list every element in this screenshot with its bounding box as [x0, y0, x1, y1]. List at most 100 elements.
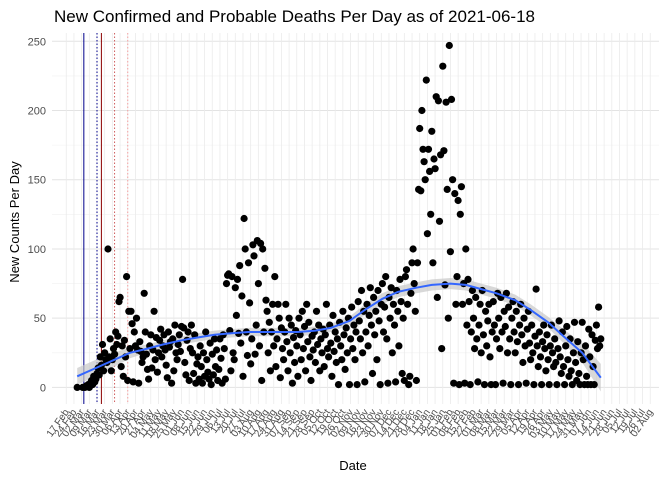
data-point — [321, 331, 329, 339]
data-point — [270, 342, 278, 350]
data-point — [590, 381, 598, 389]
data-point — [113, 340, 121, 349]
data-point — [120, 336, 128, 344]
data-point — [386, 314, 394, 322]
data-point — [516, 321, 524, 329]
data-point — [283, 338, 291, 346]
data-point — [280, 356, 288, 364]
data-point — [370, 293, 378, 301]
data-point — [389, 300, 397, 308]
data-point — [248, 335, 256, 343]
data-point — [328, 372, 336, 380]
data-point — [278, 345, 287, 353]
data-point — [128, 320, 136, 328]
data-point — [217, 354, 225, 362]
x-axis-title: Date — [339, 458, 366, 473]
data-point — [505, 303, 513, 311]
data-point — [520, 314, 528, 322]
data-point — [239, 372, 247, 380]
data-point — [266, 367, 274, 375]
data-point — [404, 300, 412, 308]
data-point — [535, 328, 544, 336]
data-point — [244, 259, 253, 267]
data-point — [597, 335, 605, 343]
data-point — [114, 332, 122, 340]
data-point — [130, 328, 138, 336]
data-point — [434, 97, 442, 105]
data-point — [339, 307, 347, 315]
data-point — [330, 347, 338, 355]
data-point — [474, 378, 482, 386]
data-point — [539, 338, 547, 346]
data-point — [551, 335, 559, 343]
data-point — [367, 321, 375, 329]
data-point — [185, 376, 193, 385]
data-point — [503, 349, 512, 357]
data-point — [345, 381, 354, 389]
data-point — [320, 363, 328, 371]
data-point — [556, 353, 564, 361]
data-point — [416, 124, 424, 133]
data-point — [496, 345, 504, 353]
data-point — [207, 381, 215, 389]
data-point — [427, 210, 435, 218]
data-point — [383, 335, 391, 343]
data-point — [255, 342, 264, 350]
data-point — [513, 338, 522, 346]
y-tick-label: 0 — [40, 382, 46, 394]
data-point — [329, 311, 337, 319]
data-point — [153, 368, 161, 376]
data-point — [312, 307, 321, 315]
data-point — [581, 342, 590, 350]
data-point — [569, 349, 578, 357]
data-point — [518, 331, 526, 339]
data-point — [440, 147, 448, 155]
data-point — [191, 331, 199, 339]
data-point — [237, 339, 245, 347]
data-point — [327, 339, 335, 347]
data-point — [392, 378, 400, 386]
data-point — [420, 158, 428, 166]
data-point — [421, 176, 429, 184]
data-point — [175, 331, 183, 339]
data-point — [429, 259, 437, 267]
data-point — [138, 358, 146, 367]
data-point — [501, 322, 509, 331]
data-point — [247, 360, 255, 368]
data-point — [479, 331, 487, 339]
data-point — [361, 378, 369, 386]
data-point — [169, 335, 177, 343]
data-point — [210, 335, 219, 343]
data-point — [243, 351, 251, 360]
data-point — [464, 275, 472, 283]
data-point — [127, 307, 135, 315]
data-point — [559, 363, 568, 371]
data-point — [365, 311, 373, 319]
data-point — [548, 349, 557, 357]
data-point — [439, 62, 447, 70]
data-point — [156, 336, 164, 344]
data-point — [254, 280, 262, 288]
data-point — [484, 317, 492, 325]
data-point — [511, 349, 519, 357]
data-point — [355, 317, 363, 325]
data-point — [428, 127, 436, 135]
data-point — [372, 307, 380, 315]
data-point — [304, 338, 312, 346]
data-point — [136, 338, 144, 346]
data-point — [325, 353, 333, 361]
data-point — [454, 196, 462, 205]
data-point — [118, 342, 126, 350]
data-point — [457, 183, 465, 191]
data-point — [348, 303, 356, 311]
data-point — [241, 245, 249, 253]
data-point — [486, 353, 494, 361]
data-point — [533, 342, 541, 350]
data-point — [351, 356, 359, 364]
data-point — [202, 328, 210, 336]
data-point — [397, 298, 405, 306]
data-point — [298, 307, 306, 315]
data-point — [541, 345, 549, 353]
data-point — [341, 365, 349, 373]
data-point — [390, 321, 399, 329]
